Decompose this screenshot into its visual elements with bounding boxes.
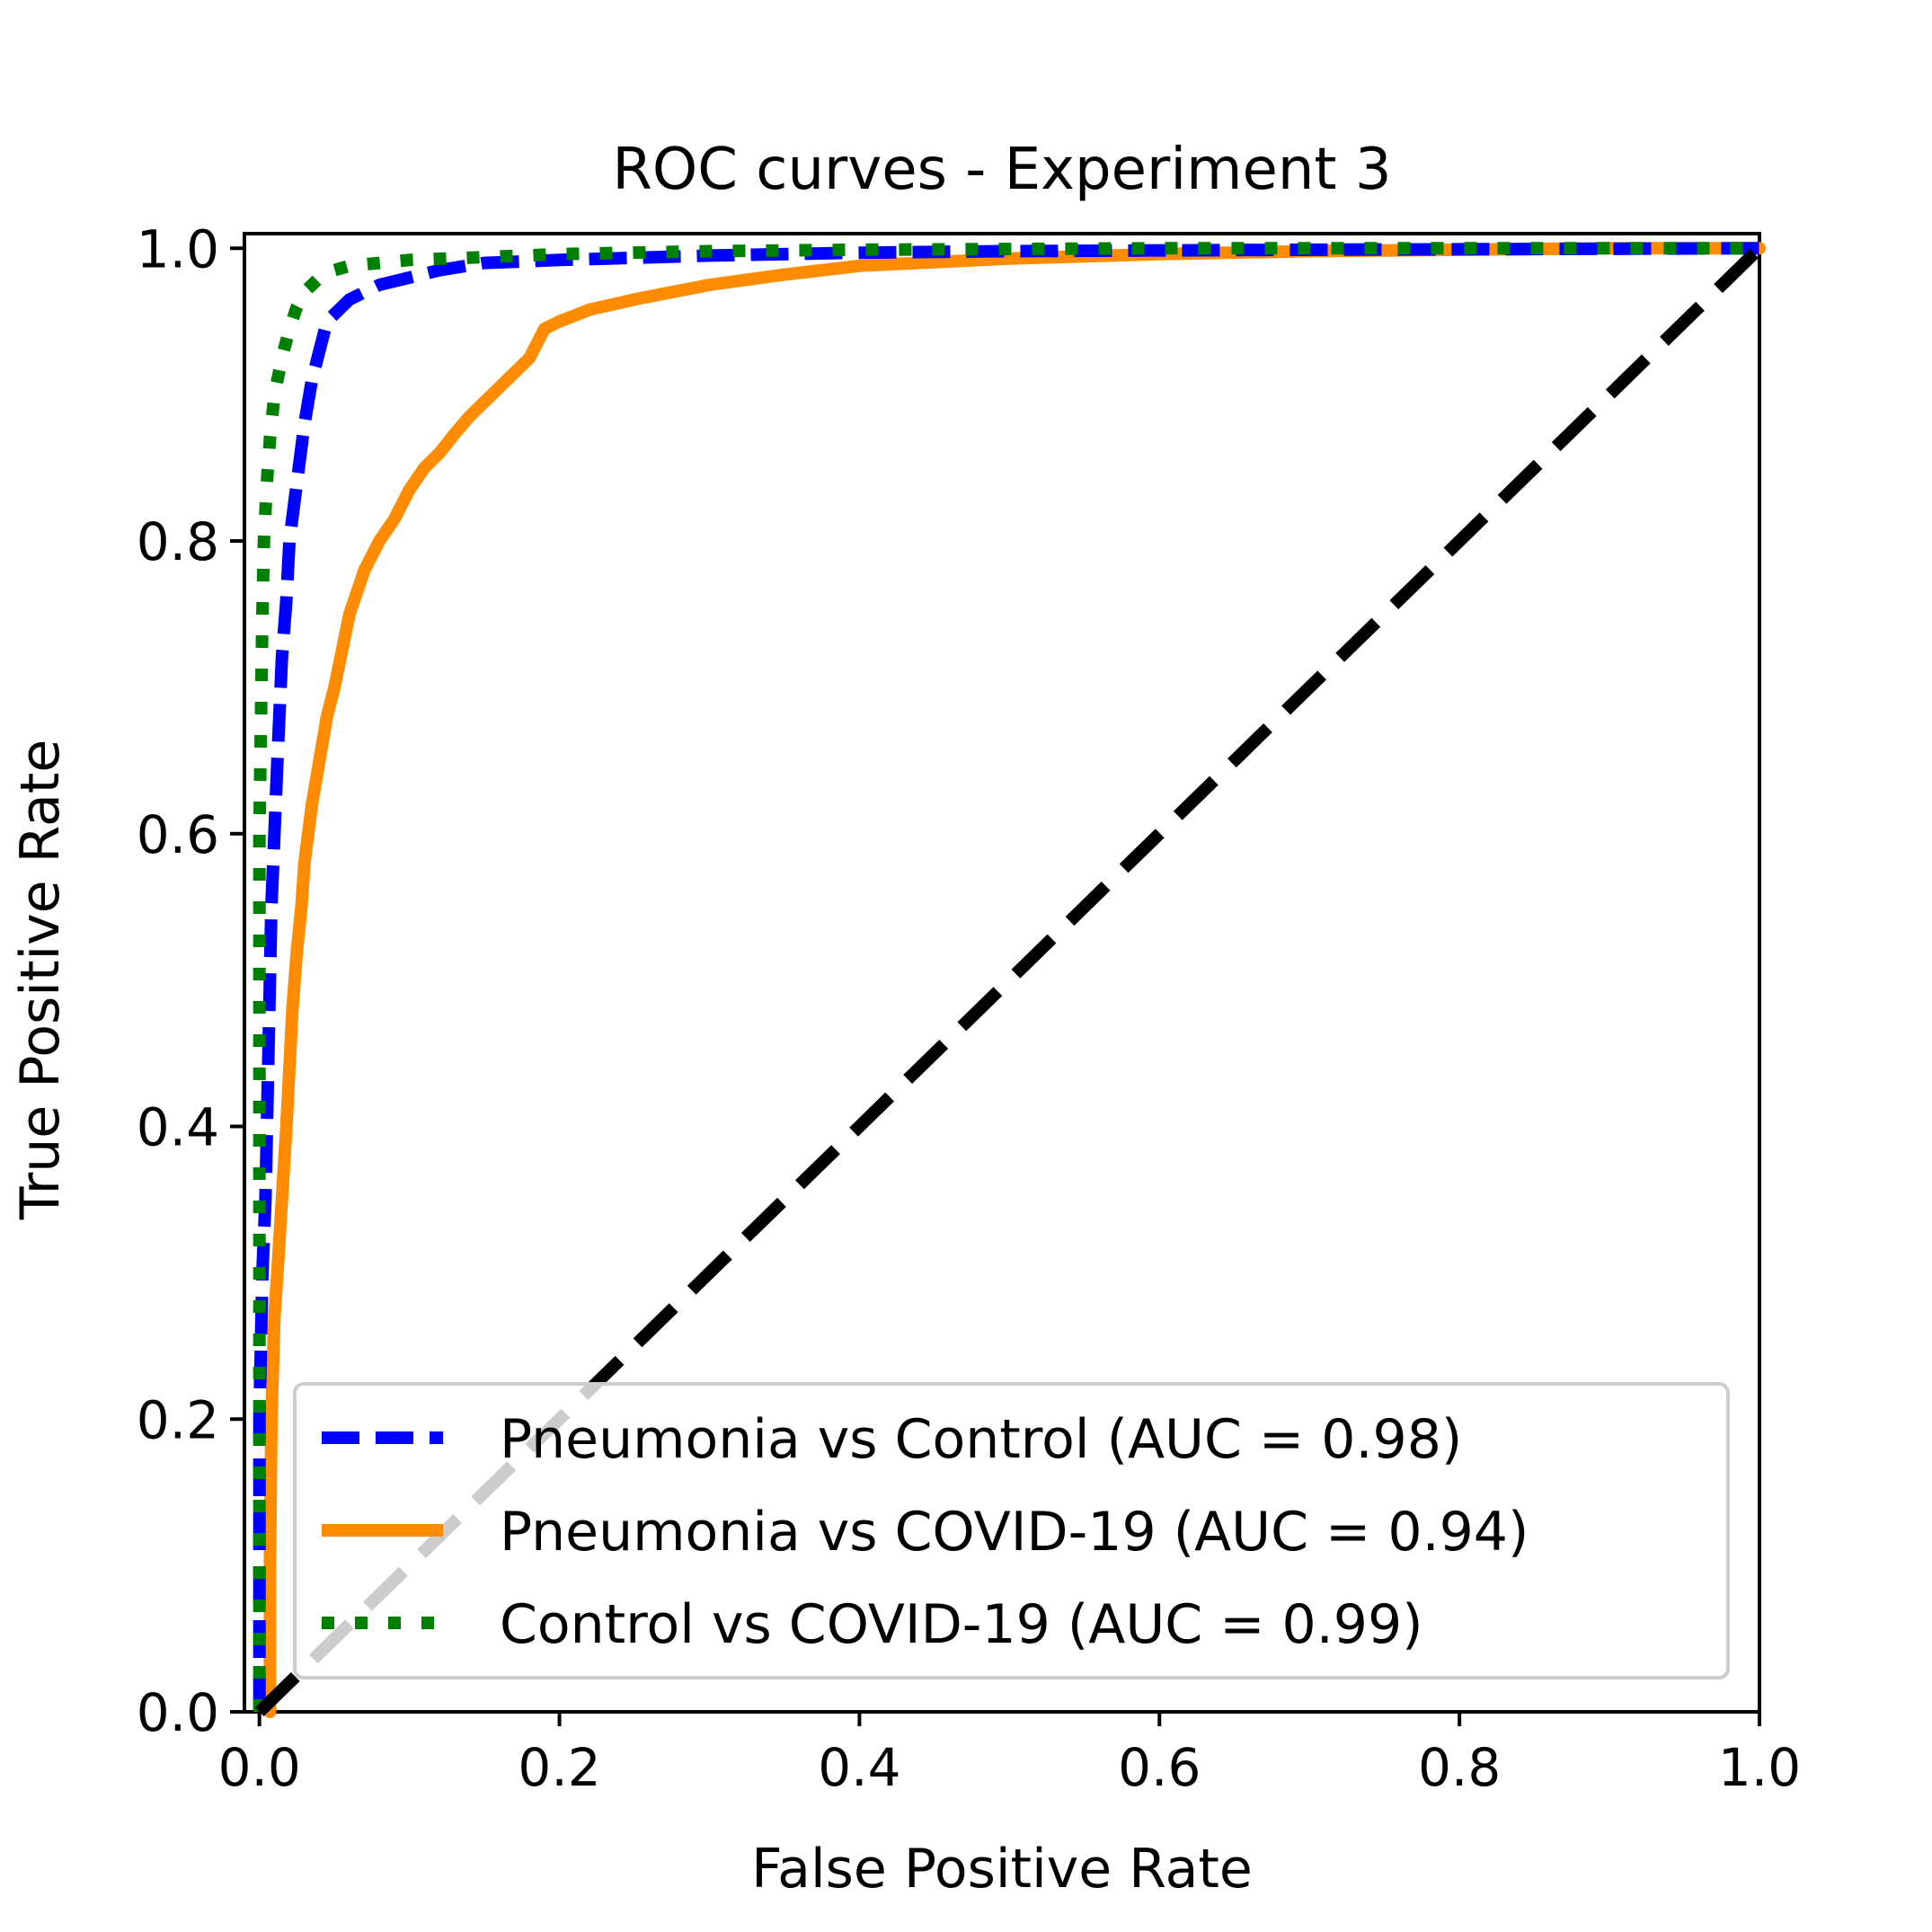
- series-line-pneumonia-covid: [263, 242, 1766, 1718]
- legend-label: Pneumonia vs Control (AUC = 0.98): [500, 1408, 1462, 1471]
- y-tick-label: 0.2: [137, 1389, 219, 1450]
- legend: Pneumonia vs Control (AUC = 0.98) Pneumon…: [293, 1382, 1730, 1679]
- x-tick-label: 0.4: [818, 1737, 900, 1798]
- legend-label: Control vs COVID-19 (AUC = 0.99): [500, 1593, 1423, 1656]
- legend-label: Pneumonia vs COVID-19 (AUC = 0.94): [500, 1501, 1529, 1564]
- y-tick-label: 0.0: [137, 1682, 219, 1743]
- plot-frame: [243, 232, 1761, 1714]
- y-tick-label: 0.6: [137, 804, 219, 865]
- axes-frame: [243, 232, 1761, 1714]
- legend-box: [293, 1382, 1730, 1679]
- y-tick-label: 1.0: [137, 218, 219, 279]
- x-tick-label: 0.2: [518, 1737, 600, 1798]
- chart-title: ROC curves - Experiment 3: [612, 137, 1391, 203]
- ticks-group: 0.0 0.2 0.4 0.6 0.8 1.0 0.0 0.2 0.4 0.6 0.8 1.0: [137, 218, 1801, 1798]
- x-axis-label: False Positive Rate: [751, 1838, 1253, 1901]
- x-tick-label: 0.8: [1418, 1737, 1501, 1798]
- series-line-control-covid: [253, 242, 1759, 1712]
- x-tick-label: 1.0: [1718, 1737, 1801, 1798]
- y-axis-label: True Positive Rate: [9, 740, 72, 1220]
- y-tick-label: 0.4: [137, 1097, 219, 1158]
- y-tick-label: 0.8: [137, 511, 219, 572]
- x-tick-label: 0.0: [218, 1737, 301, 1798]
- x-tick-label: 0.6: [1118, 1737, 1201, 1798]
